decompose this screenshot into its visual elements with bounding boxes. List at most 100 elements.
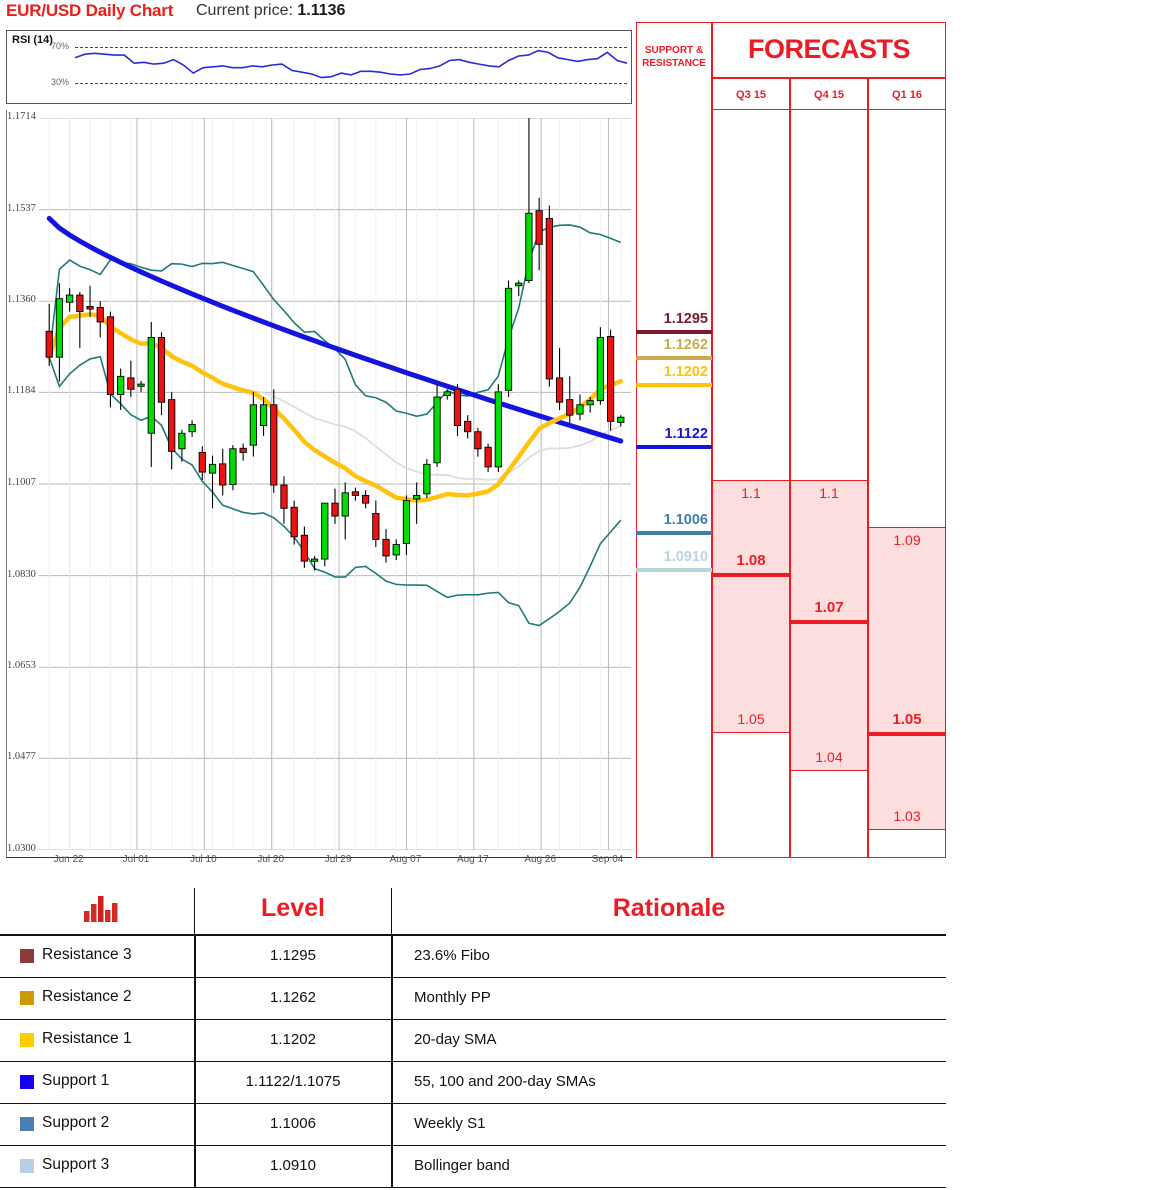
- row-divider-1: [194, 978, 196, 1019]
- level-color-swatch: [20, 949, 34, 963]
- level-name: Support 3: [42, 1156, 110, 1173]
- candle: [127, 377, 135, 390]
- candle: [198, 451, 206, 473]
- candle: [382, 538, 390, 557]
- forecast-central-line: [868, 732, 946, 736]
- level-label: 1.1006: [663, 512, 708, 528]
- candle: [280, 484, 288, 509]
- forecast-high-value: 1.1: [819, 485, 839, 501]
- candle: [117, 375, 125, 395]
- candle: [137, 383, 145, 387]
- forecast-central-line: [712, 573, 790, 577]
- x-axis-tick: Jul 20: [257, 854, 285, 865]
- levels-table-body: Resistance 3 1.1295 23.6% Fibo Resistance 2…: [0, 936, 946, 1188]
- levels-table-header-rationale-cell: Rationale: [392, 882, 946, 934]
- rsi-label: RSI (14): [12, 34, 53, 46]
- candle: [351, 491, 360, 496]
- candle: [270, 404, 278, 486]
- candle: [45, 330, 53, 358]
- level-line-3: [636, 383, 712, 387]
- candle: [525, 212, 533, 282]
- candle: [188, 424, 196, 433]
- y-axis-tick: 1.0477: [7, 751, 36, 763]
- candle: [464, 420, 472, 433]
- candle: [606, 336, 615, 422]
- level-name: Resistance 3: [42, 946, 132, 963]
- sma-20-line: [46, 312, 624, 503]
- x-axis-labels: Jun 22 Jul 01 Jul 10 Jul 20 Jul 29 Aug 07 Aug …: [6, 852, 632, 872]
- chart-gridlines: [39, 118, 631, 850]
- forecast-central-value: 1.05: [892, 711, 922, 728]
- level-value: 1.1262: [270, 989, 316, 1006]
- current-price-value: 1.1136: [297, 2, 346, 19]
- rsi-line-chart: [74, 49, 628, 79]
- level-rationale: 55, 100 and 200-day SMAs: [414, 1073, 596, 1090]
- candle: [147, 337, 155, 434]
- candle: [372, 513, 380, 540]
- candle: [474, 431, 482, 450]
- candle: [413, 494, 421, 500]
- candle: [596, 337, 604, 402]
- level-name: Support 1: [42, 1072, 110, 1089]
- forecasts-header-box: [712, 22, 946, 78]
- level-label: 1.1295: [663, 311, 708, 327]
- row-divider-1: [194, 1062, 196, 1103]
- page-header: EUR/USD Daily Chart Current price: 1.113…: [0, 0, 1152, 26]
- level-color-swatch: [20, 1033, 34, 1047]
- y-axis-tick: 1.0653: [7, 660, 36, 672]
- candle: [219, 463, 227, 486]
- level-value: 1.0910: [270, 1157, 316, 1174]
- candle: [423, 463, 431, 495]
- level-label: 1.1122: [664, 426, 708, 442]
- rsi-panel: RSI (14) 70% 30%: [6, 30, 632, 104]
- candle: [341, 492, 349, 517]
- level-color-swatch: [20, 1075, 34, 1089]
- forecast-range-box: [712, 480, 790, 733]
- row-divider-2: [391, 1020, 393, 1061]
- page-title: EUR/USD Daily Chart: [6, 1, 174, 20]
- x-axis-tick: Aug 26: [524, 854, 557, 865]
- row-divider-2: [391, 1146, 393, 1187]
- table-row: Support 3 1.0910 Bollinger band: [0, 1146, 946, 1188]
- column-header-level: Level: [261, 894, 325, 922]
- column-header-rationale: Rationale: [612, 894, 726, 922]
- level-value: 1.1202: [270, 1031, 316, 1048]
- candle: [66, 294, 74, 303]
- candle: [290, 506, 298, 538]
- levels-table-header: Level Rationale: [0, 882, 946, 936]
- row-divider-2: [391, 1104, 393, 1145]
- current-price-label: Current price:: [196, 2, 298, 19]
- candle: [76, 294, 84, 313]
- candle: [362, 494, 370, 504]
- level-label: 1.1202: [663, 364, 708, 380]
- candle: [300, 534, 308, 562]
- levels-table-header-icon-cell: [0, 882, 195, 934]
- forecast-central-value: 1.07: [814, 599, 844, 616]
- candle: [402, 500, 411, 544]
- levels-table-header-level-cell: Level: [196, 882, 390, 934]
- candle: [453, 388, 462, 426]
- level-name: Resistance 1: [42, 1030, 132, 1047]
- candle: [86, 305, 94, 310]
- level-value: 1.1006: [270, 1115, 316, 1132]
- candle-series: [45, 118, 625, 571]
- forecast-central-value: 1.08: [736, 552, 766, 569]
- candle: [239, 447, 247, 453]
- row-divider-1: [194, 936, 196, 977]
- y-axis-tick: 1.1537: [7, 202, 36, 214]
- y-axis-tick: 1.0300: [7, 843, 36, 854]
- level-line-5: [636, 531, 712, 535]
- row-divider-1: [194, 1146, 196, 1187]
- x-axis-tick: Jul 29: [324, 854, 352, 865]
- candle: [586, 400, 594, 406]
- candle: [229, 448, 237, 485]
- header-divider-1: [194, 888, 195, 934]
- row-divider-2: [391, 978, 393, 1019]
- level-rationale: Bollinger band: [414, 1157, 510, 1174]
- candle: [321, 502, 329, 560]
- bar-chart-icon: [84, 896, 118, 922]
- row-divider-2: [391, 1062, 393, 1103]
- sma-200-line: [46, 215, 624, 444]
- row-divider-2: [391, 936, 393, 977]
- forecast-high-value: 1.09: [893, 532, 921, 548]
